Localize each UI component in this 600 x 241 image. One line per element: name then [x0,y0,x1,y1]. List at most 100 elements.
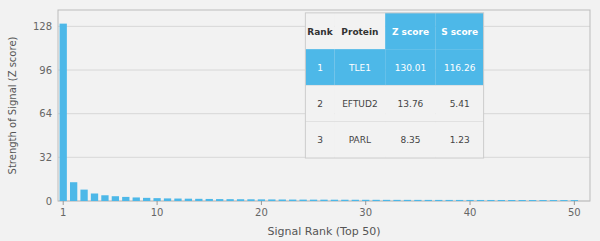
chart: 032649612811020304050Signal Rank (Top 50… [0,0,600,241]
plot-frame [58,10,590,201]
bar [310,200,317,201]
table-text: S score [441,27,478,37]
bar [362,200,369,201]
bar [435,200,442,201]
table-border [305,13,483,158]
table-text: 13.76 [398,99,424,109]
table-cell [385,85,436,121]
x-tick-label: 50 [568,207,581,218]
bar [289,200,296,201]
table-text: 116.26 [444,63,476,73]
bar [143,198,150,201]
x-axis-label: Signal Rank (Top 50) [268,225,381,238]
bar [404,200,411,201]
bar [101,195,108,201]
bar [508,200,515,201]
bar [91,193,98,201]
table-cell [305,49,334,85]
x-tick-label: 10 [151,207,164,218]
bar [331,200,338,201]
table-text: 8.35 [400,135,420,145]
y-tick-label: 64 [39,108,52,119]
bar [195,199,202,201]
bar [425,200,432,201]
table-cell [305,122,334,158]
bar [393,200,400,201]
x-tick [365,201,366,205]
background [0,0,600,241]
table-cell [305,85,334,121]
table-cell [335,49,386,85]
bar [216,199,223,201]
table-cell [436,49,484,85]
x-tick [470,201,471,205]
bar [560,200,567,201]
bar [539,200,546,201]
table-cell [335,13,386,49]
x-tick-label: 30 [359,207,372,218]
table-cell [436,122,484,158]
x-tick-label: 1 [60,207,66,218]
table-text: 1.23 [450,135,470,145]
table-cell [385,122,436,158]
table-text: 2 [317,99,323,109]
table-text: Protein [341,27,378,37]
bar [414,200,421,201]
bar [164,198,171,201]
bar [122,197,129,201]
bar [498,200,505,201]
bar [529,200,536,201]
bar [519,200,526,201]
bar [133,197,140,201]
bar [352,200,359,201]
bar [299,200,306,201]
y-axis-label: Strength of Signal (Z score) [7,36,18,174]
table-text: 1 [317,63,323,73]
bar [185,199,192,201]
x-tick [157,201,158,205]
bar [226,199,233,201]
bar [80,190,87,201]
table-text: 130.01 [395,63,427,73]
bar [477,200,484,201]
table-text: EFTUD2 [342,99,377,109]
bar [70,182,77,201]
table-cell [436,13,484,49]
table-text: Z score [392,27,429,37]
x-tick [63,201,64,205]
x-tick [574,201,575,205]
y-tick-label: 32 [39,152,52,163]
bar [320,200,327,201]
bar [174,199,181,201]
table-cell [335,122,386,158]
bar [247,199,254,201]
bar [258,199,265,201]
y-tick-label: 128 [33,21,52,32]
bar [112,196,119,201]
y-tick-label: 96 [39,65,52,76]
table-cell [335,85,386,121]
bar [466,200,473,201]
x-tick [261,201,262,205]
bar [153,198,160,201]
table-cell [385,13,436,49]
bar [206,199,213,201]
table-text: TLE1 [348,63,371,73]
table-text: 5.41 [450,99,470,109]
y-tick-label: 0 [46,196,52,207]
table-text: Rank [307,27,333,37]
table-cell [436,85,484,121]
bar [446,200,453,201]
table-text: 3 [317,135,323,145]
bar [487,200,494,201]
bar [60,24,67,201]
table: Rank Protein Z score S score 1 TLE1 130.01 116.… [305,13,483,158]
bar [279,199,286,201]
bar [550,200,557,201]
bar [373,200,380,201]
x-tick-label: 20 [255,207,268,218]
x-tick-label: 40 [464,207,477,218]
bar [341,200,348,201]
table-cell [305,13,334,49]
bar [268,199,275,201]
